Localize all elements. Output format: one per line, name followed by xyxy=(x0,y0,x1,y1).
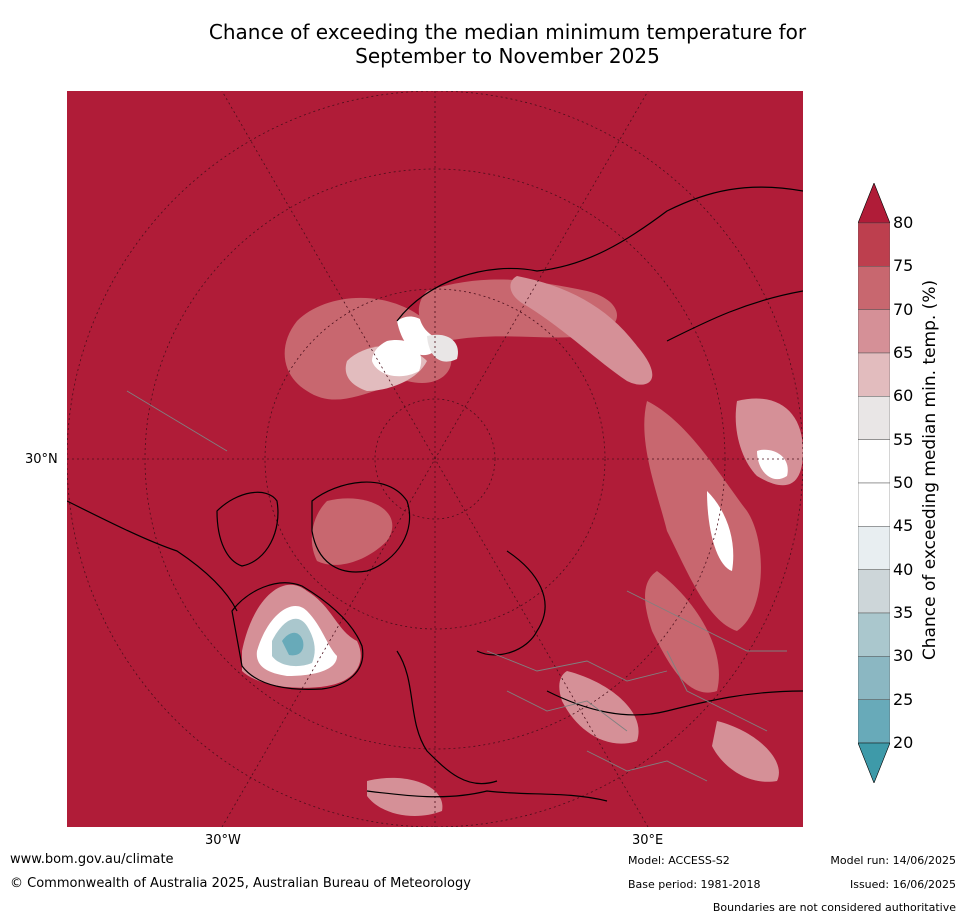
colorbar-tick-label: 40 xyxy=(893,559,914,579)
colorbar-band xyxy=(858,222,890,267)
coast-mediterranean xyxy=(366,790,608,802)
lat-label-30n: 30°N xyxy=(25,452,58,467)
colorbar-band xyxy=(858,482,890,527)
colorbar-band xyxy=(858,612,890,657)
colorbar-band xyxy=(858,352,890,397)
colorbar-tick-label: 45 xyxy=(893,516,914,536)
border-europe-2 xyxy=(506,690,628,732)
footer-issued: Issued: 16/06/2025 xyxy=(849,878,956,891)
borders xyxy=(126,390,787,782)
title-line-2: September to November 2025 xyxy=(355,44,660,68)
border-central-asia xyxy=(666,650,768,732)
graticule-lat-40 xyxy=(144,168,726,750)
patch-central-asia xyxy=(645,571,719,693)
coast-alaska xyxy=(67,500,238,612)
colorbar-bands xyxy=(858,183,890,783)
lon-label-30w: 30°W xyxy=(205,833,241,848)
footer-url: www.bom.gov.au/climate xyxy=(10,852,174,867)
colorbar-band xyxy=(858,656,890,700)
colorbar-tick-label: 20 xyxy=(893,733,914,752)
border-europe-1 xyxy=(486,650,668,682)
colorbar-tick-label: 35 xyxy=(893,603,914,622)
colorbar-band xyxy=(858,526,890,570)
coast-greenland xyxy=(311,481,411,573)
patch-middle-east xyxy=(559,671,639,744)
footer-disclaimer: Boundaries are not considered authoritat… xyxy=(712,901,956,914)
graticule-lat-60 xyxy=(264,288,606,630)
colorbar xyxy=(858,183,890,783)
footer-model: Model: ACCESS-S2 xyxy=(628,854,730,867)
coast-hudson-bay xyxy=(231,582,364,690)
patch-south-asia xyxy=(712,721,779,782)
probability-map xyxy=(67,91,803,827)
coast-scandinavia xyxy=(476,550,546,656)
coast-black-caspian xyxy=(546,690,803,716)
coastlines xyxy=(67,186,803,802)
map-canvas xyxy=(67,91,803,827)
colorbar-band xyxy=(858,266,890,310)
colorbar-band xyxy=(858,439,890,484)
colorbar-tick-label: 30 xyxy=(893,646,914,666)
patch-greenland xyxy=(311,498,393,565)
colorbar-extend-bottom xyxy=(858,742,890,783)
colorbar-band xyxy=(858,309,890,354)
patch-siberia-north xyxy=(510,276,653,385)
chart-title: Chance of exceeding the median minimum t… xyxy=(150,20,865,68)
colorbar-tick-label: 80 xyxy=(893,213,914,232)
colorbar-band xyxy=(858,396,890,440)
patch-north-africa xyxy=(367,777,443,816)
footer-base-period: Base period: 1981-2018 xyxy=(628,878,761,891)
patch-hudson-core xyxy=(282,632,304,656)
patch-siberia-white xyxy=(707,491,734,571)
colorbar-tick-label: 65 xyxy=(893,343,914,362)
coast-west-europe xyxy=(396,650,498,785)
colorbar-tick-label: 75 xyxy=(893,256,914,276)
colorbar-tick-label: 70 xyxy=(893,299,914,319)
lon-label-30e: 30°E xyxy=(632,833,664,848)
colorbar-band xyxy=(858,699,890,744)
colorbar-label-text: Chance of exceeding median min. temp. (%… xyxy=(920,279,940,661)
colorbar-tick-label: 25 xyxy=(893,689,914,709)
patch-far-east-white xyxy=(757,449,788,480)
coast-siberia xyxy=(396,186,803,322)
colorbar-tick-label: 50 xyxy=(893,473,914,492)
border-russia-kazakhstan xyxy=(626,590,787,652)
coast-baffin xyxy=(216,491,279,567)
patch-siberia-east xyxy=(644,401,761,631)
coast-kamchatka xyxy=(666,290,803,342)
title-line-1: Chance of exceeding the median minimum t… xyxy=(208,20,807,44)
graticule-lat-80 xyxy=(374,398,496,520)
colorbar-band xyxy=(858,569,890,614)
footer-model-run: Model run: 14/06/2025 xyxy=(830,854,956,867)
patch-arctic-white xyxy=(372,340,422,377)
colorbar-tick-label: 60 xyxy=(893,386,914,406)
colorbar-extend-top xyxy=(858,183,890,224)
footer-copyright: © Commonwealth of Australia 2025, Austra… xyxy=(10,876,471,891)
border-middle-east xyxy=(586,750,708,782)
probability-patches xyxy=(242,276,803,816)
border-canada-us xyxy=(126,390,228,452)
colorbar-tick-label: 55 xyxy=(893,429,914,449)
